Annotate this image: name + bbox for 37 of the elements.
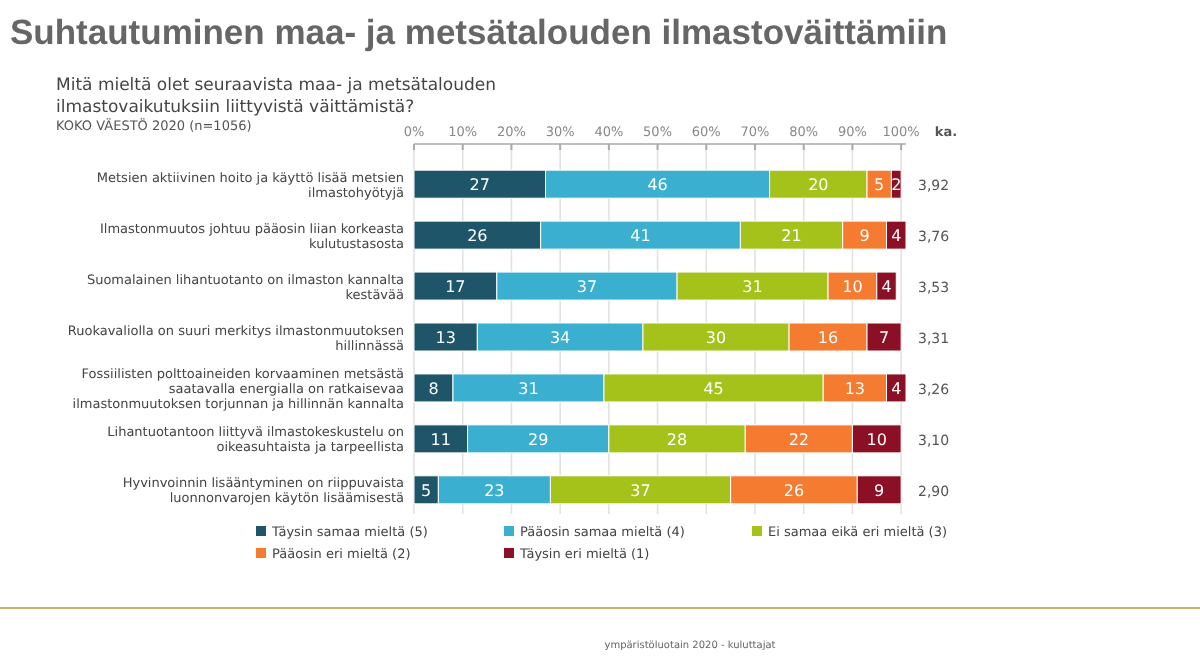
data-label: 21	[781, 227, 802, 246]
data-label: 41	[630, 227, 651, 246]
data-label: 10	[842, 278, 863, 297]
data-label: 46	[647, 176, 668, 195]
data-label: 28	[666, 430, 688, 449]
text: Mitä mieltä olet seuraavista maa- ja metsätalouden ilmastovaikutuksiin liittyvistä väittämistä?	[56, 76, 496, 118]
data-label: 13	[435, 329, 456, 347]
data-label: 5	[421, 481, 432, 500]
data-label: 16	[817, 329, 839, 347]
data-label: 9	[874, 481, 885, 500]
data-label: 37	[576, 278, 598, 297]
data-label: 26	[467, 227, 488, 246]
data-label: 8	[428, 379, 439, 398]
data-label: 20	[808, 176, 829, 195]
data-label: 34	[549, 329, 571, 347]
data-label: 11	[430, 430, 451, 449]
data-label: 27	[469, 176, 490, 195]
data-label: 23	[484, 481, 505, 500]
data-label: 4	[881, 278, 892, 297]
data-label: 29	[528, 430, 549, 449]
data-label: 10	[866, 430, 887, 449]
data-label: 9	[859, 227, 870, 246]
data-label: 2	[891, 176, 902, 195]
data-label: 13	[844, 379, 866, 398]
data-label: 30	[705, 329, 727, 347]
data-label: 31	[518, 379, 539, 398]
data-label: 7	[878, 329, 890, 347]
data-label: 45	[703, 379, 724, 398]
chart-title: Suhtautuminen maa- ja metsätalouden ilmastoväittämiin	[10, 12, 948, 52]
data-label: 31	[742, 278, 763, 297]
data-label: 4	[891, 379, 902, 398]
data-label: 4	[891, 227, 902, 246]
data-label: 22	[788, 430, 810, 449]
data-label: 26	[783, 481, 805, 500]
data-label: 37	[630, 481, 651, 500]
data-label: 17	[445, 278, 466, 297]
data-label: 5	[874, 176, 885, 195]
